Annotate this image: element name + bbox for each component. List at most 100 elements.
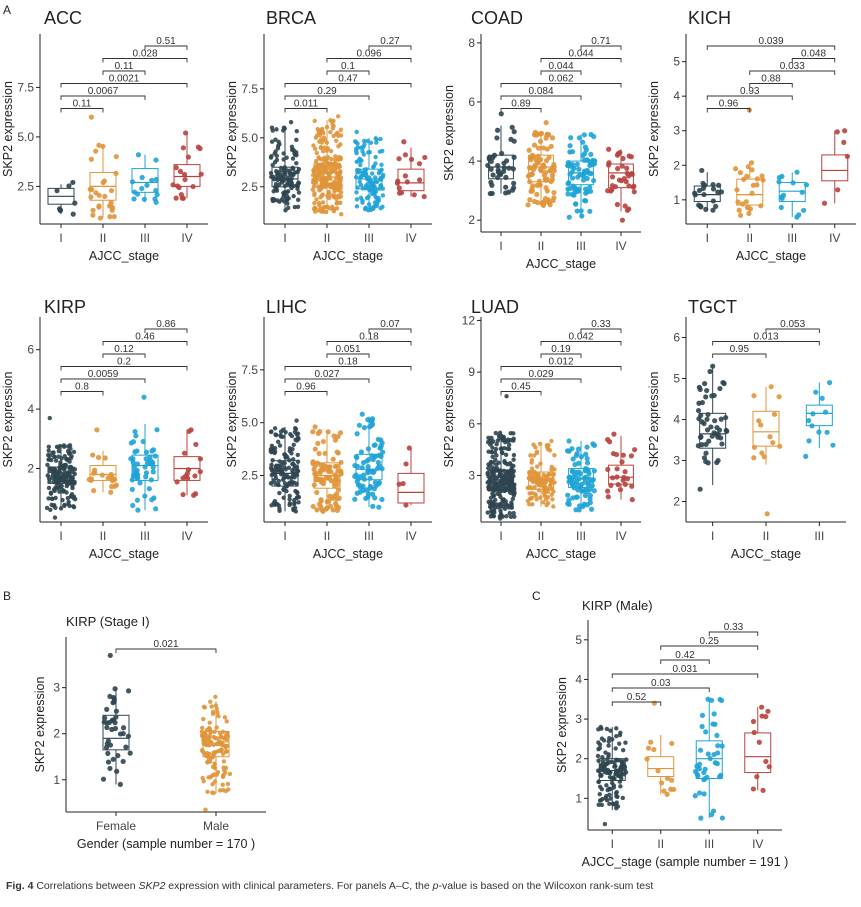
data-point — [760, 177, 766, 183]
data-point — [208, 729, 213, 734]
data-point — [93, 148, 99, 154]
data-point — [278, 433, 283, 438]
data-point — [91, 488, 97, 494]
comparison-bracket: 0.11 — [60, 99, 104, 113]
data-point — [174, 479, 180, 485]
data-point — [333, 503, 340, 509]
p-value-label: 0.011 — [294, 99, 319, 110]
data-point — [508, 514, 514, 519]
data-point — [360, 198, 365, 203]
p-value-label: 0.11 — [115, 61, 134, 72]
data-point — [609, 187, 615, 193]
data-point — [212, 765, 218, 771]
data-point — [291, 193, 296, 199]
data-point — [376, 170, 382, 176]
data-point — [803, 453, 809, 459]
data-point — [56, 449, 62, 454]
x-tick-label: IV — [405, 529, 416, 543]
chart-title: KIRP (Male) — [582, 598, 653, 613]
data-point — [498, 111, 504, 117]
data-point — [567, 477, 574, 483]
data-point — [510, 166, 516, 172]
y-axis-title: SKP2 expression — [647, 372, 661, 468]
data-point — [54, 188, 60, 194]
data-point — [605, 494, 611, 500]
data-point — [327, 493, 333, 499]
data-point — [125, 688, 132, 694]
p-value-label: 0.062 — [548, 74, 573, 85]
data-point — [609, 475, 616, 481]
data-point — [500, 497, 505, 503]
data-point — [566, 438, 572, 444]
data-point — [312, 180, 317, 185]
data-point — [185, 467, 192, 473]
data-point — [269, 125, 275, 130]
data-point — [143, 470, 150, 476]
data-point — [549, 438, 554, 444]
data-point — [591, 133, 597, 140]
data-point — [606, 754, 611, 759]
data-point — [173, 165, 179, 171]
data-point — [531, 198, 538, 205]
data-point — [568, 135, 574, 141]
data-point — [281, 495, 286, 500]
data-point — [321, 130, 326, 136]
data-point — [272, 426, 278, 431]
data-point — [203, 807, 208, 812]
data-point — [697, 486, 703, 492]
p-value-label: 0.0059 — [88, 369, 119, 380]
data-point — [759, 704, 765, 710]
data-point — [109, 207, 115, 213]
data-point — [150, 464, 156, 470]
data-point — [117, 781, 123, 787]
data-point — [45, 452, 51, 458]
data-point — [132, 428, 138, 435]
data-point — [489, 508, 494, 514]
box-ii — [310, 424, 344, 515]
data-point — [536, 181, 543, 188]
data-point — [503, 190, 509, 196]
data-point — [134, 448, 140, 454]
box-iii — [129, 152, 160, 205]
data-point — [493, 430, 498, 436]
box-iv — [605, 431, 638, 503]
data-point — [496, 492, 502, 497]
data-point — [58, 506, 64, 511]
data-point — [63, 474, 68, 480]
data-point — [396, 156, 402, 162]
data-point — [269, 153, 274, 159]
data-point — [489, 182, 495, 188]
y-tick-label: 6 — [468, 95, 475, 109]
data-point — [276, 482, 281, 488]
data-point — [94, 427, 100, 433]
data-point — [104, 724, 110, 731]
data-point — [149, 497, 155, 503]
comparison-bracket: 0.33 — [708, 622, 759, 636]
data-point — [324, 148, 330, 153]
data-point — [719, 441, 725, 447]
data-point — [113, 153, 119, 160]
y-tick-label: 3 — [53, 681, 60, 695]
data-point — [669, 740, 675, 747]
data-point — [62, 464, 68, 469]
data-point — [380, 449, 386, 455]
data-point — [606, 743, 611, 748]
data-point — [96, 142, 102, 148]
data-point — [294, 472, 300, 478]
data-point — [220, 729, 226, 735]
data-point — [272, 502, 278, 507]
data-point — [335, 487, 342, 493]
data-point — [108, 489, 114, 495]
data-point — [714, 761, 720, 767]
data-point — [824, 429, 830, 435]
data-point — [551, 504, 556, 509]
data-point — [57, 489, 62, 494]
data-point — [274, 168, 279, 174]
data-point — [363, 186, 368, 191]
data-point — [273, 470, 278, 475]
data-point — [115, 753, 121, 759]
comparison-bracket: 0.0059 — [60, 369, 146, 383]
data-point — [217, 748, 223, 754]
data-point — [543, 120, 549, 126]
data-point — [334, 482, 340, 488]
